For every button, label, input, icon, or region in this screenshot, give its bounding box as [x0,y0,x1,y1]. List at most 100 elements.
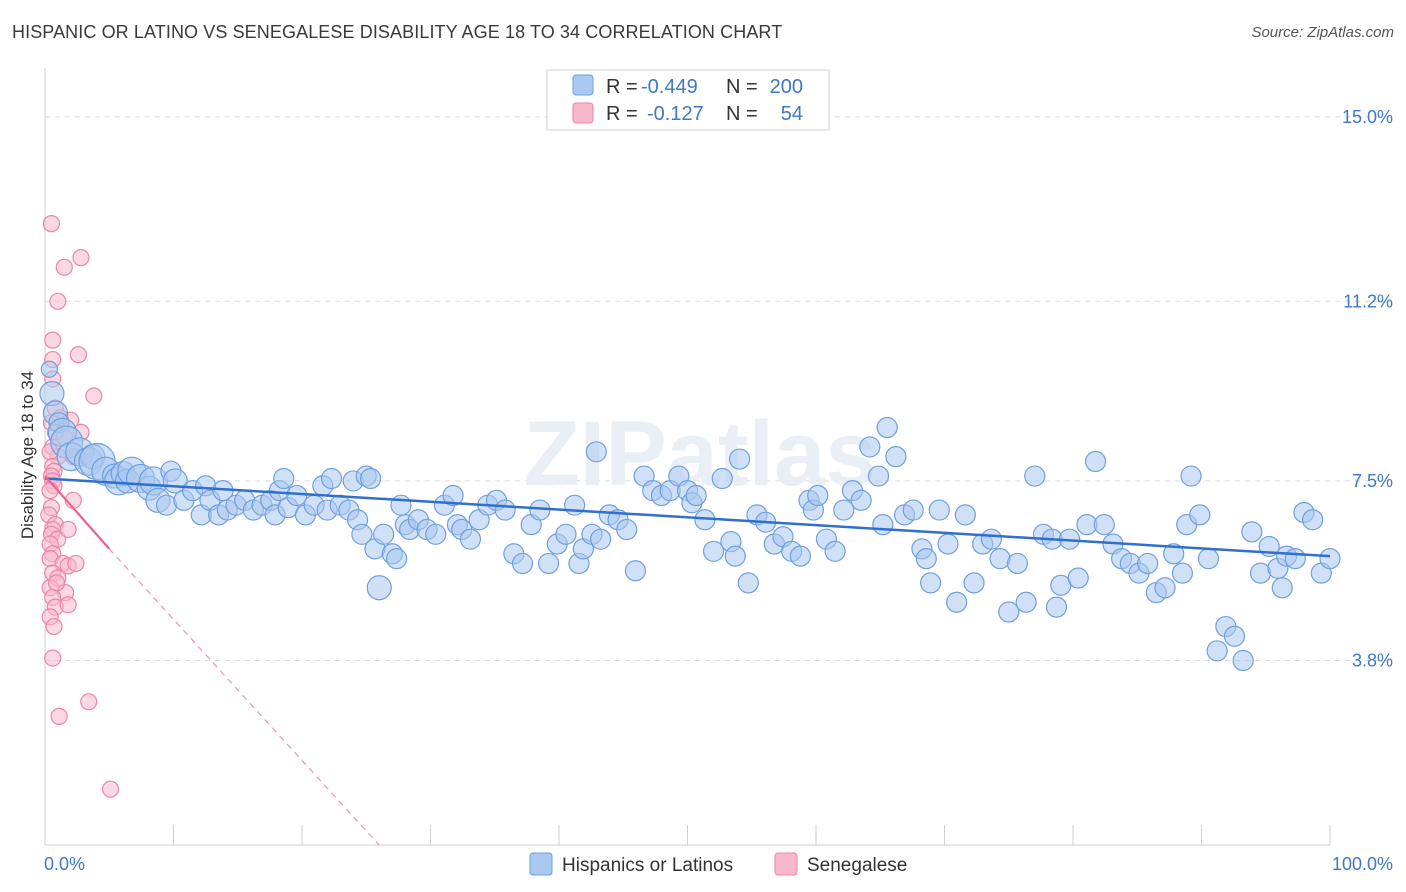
senegalese-trend-line [44,475,111,550]
y-tick-label: 7.5% [1352,471,1393,491]
hispanic-point [1171,562,1193,584]
x-tick-label: 100.0% [1332,854,1393,874]
hispanic-point [494,499,516,521]
hispanic-point [1189,504,1211,526]
senegalese-point [80,693,98,711]
hispanic-points [39,360,1341,672]
hispanic-point [963,572,985,594]
hispanic-point [915,547,937,570]
hispanic-point [1319,547,1341,570]
senegalese-point [101,780,120,798]
hispanic-point [555,523,577,545]
hispanic-point [585,441,607,463]
bottom-legend-label-hispanic: Hispanics or Latinos [562,855,733,876]
senegalese-point [45,617,63,636]
chart-title: HISPANIC OR LATINO VS SENEGALESE DISABIL… [12,22,783,42]
bottom-legend-label-senegalese: Senegalese [807,855,907,876]
hispanic-point [351,523,373,545]
trend-lines [44,475,1331,846]
hispanic-point [390,494,412,516]
top-legend: R = -0.449 N = 200 R = -0.127 N = 54 [546,69,830,131]
senegalese-point [55,258,73,276]
legend-r-value-senegalese: -0.127 [647,103,704,125]
hispanic-point [442,484,464,507]
senegalese-point [42,215,61,233]
hispanic-point [373,523,395,545]
hispanic-point [511,552,534,575]
y-tick-label: 3.8% [1352,651,1393,671]
hispanic-point [425,523,447,545]
y-tick-label: 11.2% [1343,291,1393,311]
hispanic-point [1232,649,1254,672]
grid-lines [45,116,1395,662]
hispanic-point [711,467,733,490]
hispanic-point [876,416,898,439]
hispanic-point [1006,552,1029,575]
hispanic-point [789,545,811,567]
legend-swatch-hispanic [572,74,594,96]
hispanic-point [1284,547,1306,570]
bottom-legend-swatch-hispanic [529,852,553,876]
hispanic-point [1015,591,1037,613]
legend-n-value-senegalese: 54 [781,103,803,125]
senegalese-point [44,331,62,349]
legend-swatch-senegalese [572,102,594,124]
hispanic-point [1137,552,1159,575]
hispanic-point [366,575,392,601]
x-tick-labels: 0.0% 100.0% [44,854,1393,874]
hispanic-point [320,467,343,490]
hispanic-point [859,436,881,458]
legend-r-label-senegalese: R = [606,103,638,125]
hispanic-point [920,572,942,594]
hispanic-point [1154,577,1176,599]
hispanic-point [867,465,890,487]
hispanic-trend-line [44,477,1331,558]
hispanic-point [728,448,751,470]
hispanic-point [616,518,638,541]
hispanic-point [954,504,976,526]
hispanic-point [564,494,586,516]
hispanic-point [1180,465,1202,487]
hispanic-point [946,591,968,613]
hispanic-point [537,552,560,575]
senegalese-points [40,215,120,798]
hispanic-point [273,467,295,490]
hispanic-point [685,484,707,507]
senegalese-point [47,574,66,592]
senegalese-point [49,292,67,310]
bottom-legend: Hispanics or Latinos Senegalese [529,852,907,876]
senegalese-point [44,649,62,667]
legend-n-label-senegalese: N = [726,103,758,125]
legend-r-value-hispanic: -0.449 [641,76,698,98]
hispanic-point [928,499,950,521]
hispanic-point [1045,596,1068,618]
senegalese-point [69,346,88,364]
hispanic-point [1024,465,1046,487]
hispanic-point [937,533,959,555]
senegalese-point [85,387,103,405]
hispanic-point [624,560,647,582]
legend-n-value-hispanic: 200 [770,76,803,98]
hispanic-point [724,545,746,567]
hispanic-point [1067,567,1089,589]
y-axis-label: Disability Age 18 to 34 [18,371,37,539]
hispanic-point [1084,450,1107,473]
hispanic-point [459,528,482,550]
hispanic-point [1206,640,1228,662]
source-note: Source: ZipAtlas.com [1251,24,1394,41]
hispanic-point [980,528,1002,550]
hispanic-point [998,601,1020,623]
x-tick-label: 0.0% [44,854,85,874]
hispanic-point [902,499,924,521]
senegalese-point [59,520,77,539]
hispanic-point [359,467,382,490]
legend-r-label-hispanic: R = [606,76,638,98]
hispanic-point [1163,543,1185,565]
senegalese-point [59,596,77,614]
hispanic-point [824,540,846,562]
hispanic-point [286,484,308,507]
legend-n-label-hispanic: N = [726,76,758,98]
bottom-legend-swatch-senegalese [774,852,798,876]
hispanic-point [702,540,725,562]
